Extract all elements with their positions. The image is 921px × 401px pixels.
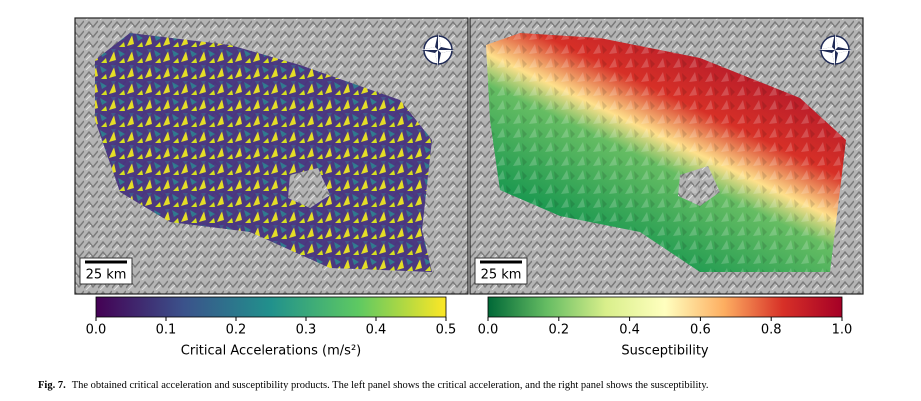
scale-bar-label: 25 km xyxy=(481,268,522,283)
caption: Fig. 7. The obtained critical acceleratio… xyxy=(38,380,709,391)
colorbar-tick-label: 1.0 xyxy=(832,323,853,338)
colorbar-tick-label: 0.8 xyxy=(761,323,782,338)
colorbar-tick-label: 0.4 xyxy=(619,323,640,338)
colorbar-tick-label: 0.0 xyxy=(86,323,107,338)
colorbar-tick-label: 0.6 xyxy=(690,323,711,338)
colorbar-label: Critical Accelerations (m/s²) xyxy=(181,344,361,359)
caption-text: The obtained critical acceleration and s… xyxy=(72,380,709,391)
caption-label: Fig. 7. xyxy=(38,380,66,391)
colorbar-tick-label: 0.0 xyxy=(478,323,499,338)
map-panel-right: 25 km xyxy=(469,17,864,295)
colorbar-tick-label: 0.3 xyxy=(296,323,317,338)
colorbar-tick-label: 0.1 xyxy=(156,323,177,338)
colorbar-tick-label: 0.2 xyxy=(548,323,569,338)
colorbar-tick-label: 0.2 xyxy=(226,323,247,338)
colorbar-label: Susceptibility xyxy=(621,344,709,359)
scale-bar-label: 25 km xyxy=(86,268,127,283)
colorbar xyxy=(95,296,447,318)
colorbar xyxy=(487,296,843,318)
colorbar-tick-label: 0.5 xyxy=(436,323,457,338)
colorbar-tick-label: 0.4 xyxy=(366,323,387,338)
map-panel-left: 25 km xyxy=(74,17,469,295)
